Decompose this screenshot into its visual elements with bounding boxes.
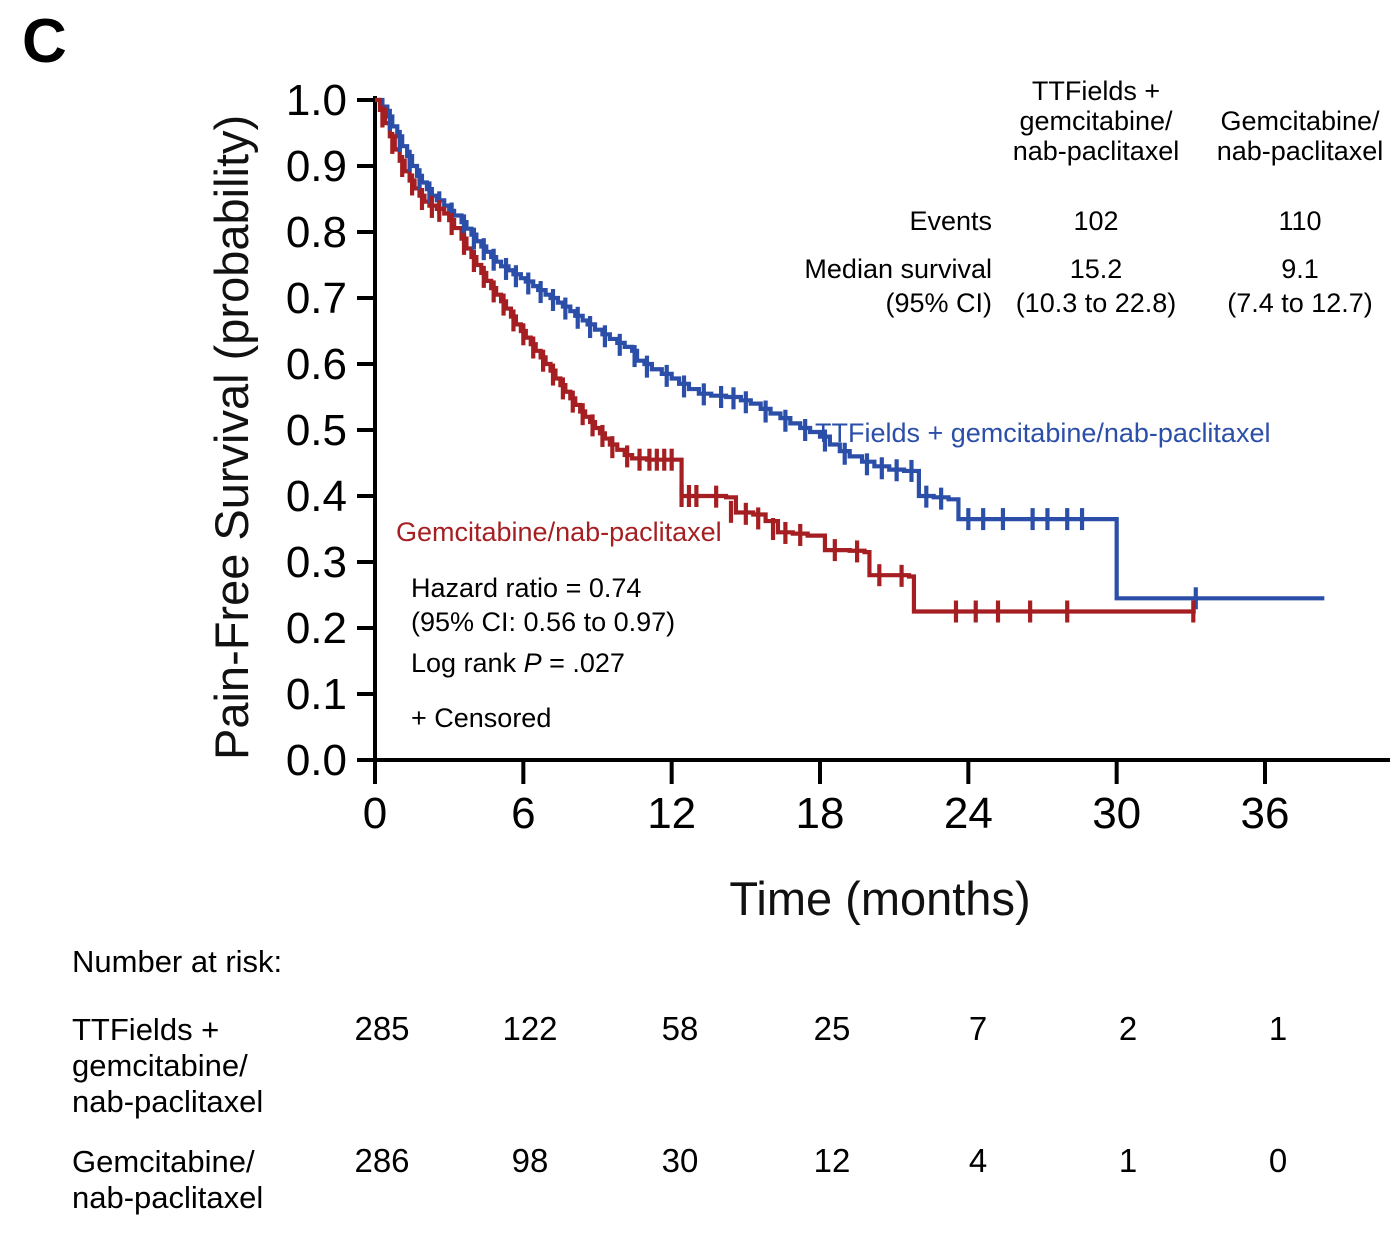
censored-legend-text: + Censored [411,703,551,733]
y-tick-label: 0.1 [286,670,347,719]
y-axis-title: Pain-Free Survival (probability) [205,115,258,760]
risk-value: 2 [1119,1010,1137,1047]
y-tick-label: 0.5 [286,406,347,455]
series-label-control: Gemcitabine/nab-paclitaxel [396,517,722,547]
x-tick-label: 30 [1092,789,1141,838]
risk-table: TTFields +gemcitabine/nab-paclitaxel 285 1… [72,1010,1287,1215]
x-tick-label: 0 [363,789,387,838]
summary-column-header: gemcitabine/ [1019,106,1173,136]
x-tick-label: 12 [647,789,696,838]
risk-value: 98 [512,1142,549,1179]
censor-marks [380,105,1198,623]
logrank-text: Log rank P = .027 [411,648,625,678]
risk-value: 1 [1119,1142,1137,1179]
x-tick-label: 18 [796,789,845,838]
x-tick-label: 36 [1241,789,1290,838]
x-axis-title: Time (months) [729,872,1030,925]
y-tick-label: 1.0 [286,76,347,125]
risk-value: 12 [814,1142,851,1179]
summary-table: TTFields +gemcitabine/nab-paclitaxelGemc… [804,76,1383,318]
y-tick-label: 0.2 [286,604,347,653]
summary-column-header: nab-paclitaxel [1217,136,1384,166]
logrank-prefix: Log rank [411,648,524,678]
curve-treatment [375,97,1325,601]
risk-value: 30 [662,1142,699,1179]
summary-row-label: Events [909,206,992,236]
risk-value: 0 [1269,1142,1287,1179]
panel-letter: C [22,7,67,76]
risk-value: 25 [814,1010,851,1047]
risk-value: 4 [969,1142,987,1179]
y-tick-label: 0.0 [286,736,347,785]
risk-value: 122 [502,1010,557,1047]
risk-value: 7 [969,1010,987,1047]
risk-value: 286 [354,1142,409,1179]
y-tick-label: 0.9 [286,142,347,191]
y-tick-label: 0.4 [286,472,347,521]
summary-column-header: nab-paclitaxel [1013,136,1180,166]
summary-row-sublabel: (95% CI) [885,288,992,318]
y-tick-label: 0.3 [286,538,347,587]
hazard-ci-text: (95% CI: 0.56 to 0.97) [411,607,675,637]
summary-column-header: TTFields + [1032,76,1160,106]
risk-value: 285 [354,1010,409,1047]
logrank-value: = .027 [542,648,625,678]
x-tick-label: 24 [944,789,993,838]
risk-row-label: nab-paclitaxel [72,1180,263,1215]
risk-value: 1 [1269,1010,1287,1047]
risk-value: 58 [662,1010,699,1047]
y-tick-label: 0.6 [286,340,347,389]
risk-row-label: gemcitabine/ [72,1048,248,1083]
risk-row-label: nab-paclitaxel [72,1084,263,1119]
summary-value: 15.2 [1070,254,1123,284]
y-tick-label: 0.8 [286,208,347,257]
series-label-treatment: TTFields + gemcitabine/nab-paclitaxel [815,418,1270,448]
summary-value: 9.1 [1281,254,1319,284]
hazard-ratio-text: Hazard ratio = 0.74 [411,573,641,603]
y-tick-label: 0.7 [286,274,347,323]
risk-row-label: TTFields + [72,1012,219,1047]
logrank-p-symbol: P [524,648,542,678]
y-axis-ticks: 1.0 0.9 0.8 0.7 0.6 0.5 0.4 0.3 0.2 0.1 0.0 [286,76,375,785]
summary-subvalue: (10.3 to 22.8) [1016,288,1177,318]
x-axis-ticks: 0 6 12 18 24 30 36 [363,760,1290,838]
summary-value: 102 [1073,206,1118,236]
risk-row-label: Gemcitabine/ [72,1144,255,1179]
summary-subvalue: (7.4 to 12.7) [1227,288,1373,318]
summary-row-label: Median survival [804,254,992,284]
risk-table-title: Number at risk: [72,944,282,979]
summary-value: 110 [1278,206,1321,236]
summary-column-header: Gemcitabine/ [1220,106,1380,136]
x-tick-label: 6 [511,789,535,838]
